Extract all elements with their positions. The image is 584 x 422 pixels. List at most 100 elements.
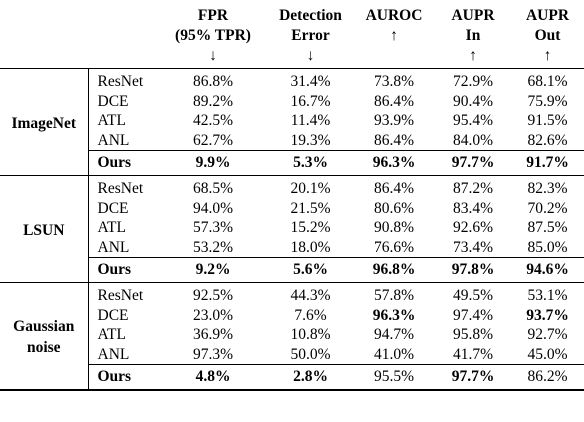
aupr-out-cell: 86.2% [527,368,568,386]
aupr-in-cell: 95.4% [452,112,494,130]
down-arrow-icon: ↓ [306,47,315,64]
auroc-cell: 86.4% [373,131,415,149]
aupr-in-cell: 97.7% [451,154,495,172]
group-label-text: LSUN [23,221,65,239]
up-arrow-icon: ↑ [543,47,552,64]
auroc-cell: 96.8% [372,261,416,279]
aupr-out-cell: 87.5% [527,219,568,237]
aupr-out-cell: 70.2% [527,199,568,217]
table-row: ANL 97.3% 50.0% 41.0% 41.7% 45.0% [0,345,584,365]
aupr-in-cell: 49.5% [452,286,494,304]
table-row: ImageNet ResNet 86.8% 31.4% 73.8% 72.9% … [0,68,584,176]
header-detection-error: Detection Error ↓ [268,3,353,69]
header-aupr-out: AUPR Out ↑ [511,3,584,69]
table-row: ATL 36.9% 10.8% 94.7% 95.8% 92.7% [0,325,584,345]
fpr-cell: 42.5% [192,112,234,130]
auroc-cell: 90.8% [373,219,415,237]
table-header: FPR (95% TPR) ↓ Detection Error ↓ AUROC … [0,3,584,69]
table-row: ATL 57.3% 15.2% 90.8% 92.6% 87.5% [0,218,584,238]
results-table: FPR (95% TPR) ↓ Detection Error ↓ AUROC … [0,3,584,391]
aupr-in-cell: 97.8% [451,261,495,279]
det-cell: 44.3% [290,286,331,304]
det-cell: 16.7% [290,92,331,110]
header-det-line2: Error [291,27,330,44]
fpr-cell: 36.9% [192,326,234,344]
fpr-cell: 23.0% [192,306,234,324]
det-cell: 19.3% [290,131,331,149]
aupr-in-cell: 87.2% [452,179,494,197]
aupr-out-cell: 45.0% [527,345,568,363]
group-lsun: LSUN ResNet 68.5% 20.1% 86.4% 87.2% 82.3… [0,175,584,283]
auroc-cell: 96.3% [372,306,416,324]
aupr-in-cell: 95.8% [452,326,494,344]
header-auroc: AUROC ↑ [353,3,435,69]
aupr-in-cell: 97.4% [452,306,494,324]
model-name: Ours [97,368,132,386]
table-row: LSUN ResNet 68.5% 20.1% 86.4% 87.2% 82.3… [0,175,584,283]
header-in-line1: AUPR [451,7,495,24]
down-arrow-icon: ↓ [209,47,217,64]
aupr-out-cell: 82.3% [527,179,568,197]
aupr-in-cell: 72.9% [452,73,494,90]
table-row: ATL 42.5% 11.4% 93.9% 95.4% 91.5% [0,111,584,131]
model-name: ResNet [97,73,144,90]
det-cell: 21.5% [290,199,331,217]
auroc-cell: 41.0% [373,345,415,363]
header-empty [88,3,158,69]
det-cell: 7.6% [294,306,327,324]
det-cell: 5.3% [293,154,328,172]
ours-row: Ours 4.8% 2.8% 95.5% 97.7% 86.2% [0,364,584,390]
model-name: Ours [97,154,132,172]
group-imagenet: ImageNet ResNet 86.8% 31.4% 73.8% 72.9% … [0,68,584,176]
fpr-cell: 92.5% [192,286,234,304]
model-name: ResNet [97,286,144,304]
aupr-out-cell: 92.7% [527,326,568,344]
header-auroc-line1: AUROC [365,7,423,24]
det-cell: 20.1% [290,179,331,197]
fpr-cell: 62.7% [192,131,234,149]
ours-row: Ours 9.9% 5.3% 96.3% 97.7% 91.7% [0,150,584,176]
det-cell: 15.2% [290,219,331,237]
det-cell: 5.6% [293,261,328,279]
model-name: ResNet [97,179,144,197]
auroc-cell: 80.6% [373,199,415,217]
auroc-cell: 94.7% [373,326,415,344]
det-cell: 18.0% [290,238,331,256]
model-name: DCE [97,199,129,217]
aupr-in-cell: 97.7% [451,368,495,386]
header-fpr-line2: (95% TPR) [175,27,251,44]
auroc-cell: 76.6% [373,238,415,256]
ours-row: Ours 9.2% 5.6% 96.8% 97.8% 94.6% [0,257,584,283]
header-aupr-in: AUPR In ↑ [435,3,511,69]
table-row: Gaussian noise ResNet 92.5% 44.3% 57.8% … [0,282,584,390]
auroc-cell: 86.4% [373,92,415,110]
table-row: DCE 23.0% 7.6% 96.3% 97.4% 93.7% [0,306,584,326]
aupr-out-cell: 53.1% [527,286,568,304]
header-out-line1: AUPR [525,7,570,24]
aupr-out-cell: 82.6% [527,131,568,149]
det-cell: 2.8% [293,368,328,386]
aupr-in-cell: 84.0% [452,131,494,149]
aupr-out-cell: 94.6% [526,261,569,279]
fpr-cell: 94.0% [192,199,234,217]
auroc-cell: 95.5% [373,368,415,386]
header-out-line2: Out [534,27,561,44]
aupr-out-cell: 75.9% [527,92,568,110]
det-cell: 50.0% [290,345,331,363]
model-name: ATL [97,112,126,130]
group-label: ImageNet [0,68,89,176]
group-label: Gaussian noise [0,282,89,390]
header-fpr-line1: FPR [197,7,229,24]
auroc-cell: 96.3% [372,154,416,172]
model-name: DCE [97,92,129,110]
auroc-cell: 93.9% [373,112,415,130]
group-label-line2: noise [26,339,61,357]
model-name: ANL [97,238,130,256]
header-fpr: FPR (95% TPR) ↓ [158,3,268,69]
fpr-cell: 53.2% [192,238,234,256]
auroc-cell: 57.8% [373,286,415,304]
fpr-cell: 89.2% [192,92,234,110]
model-name: ANL [97,345,130,363]
table-row: DCE 89.2% 16.7% 86.4% 90.4% 75.9% [0,92,584,112]
table-row: ANL 53.2% 18.0% 76.6% 73.4% 85.0% [0,238,584,258]
